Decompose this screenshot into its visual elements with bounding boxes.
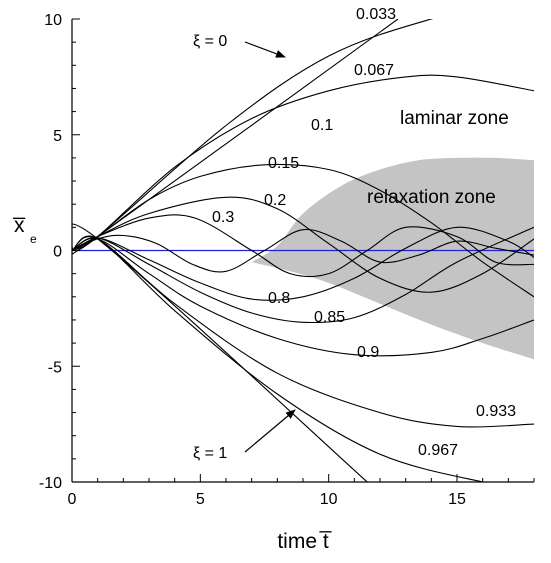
- xi-zero-label: ξ = 0: [193, 33, 227, 50]
- y-axis-title: x̅ e: [12, 214, 37, 246]
- y-tick-label: 10: [44, 12, 62, 29]
- y-tick-label: 5: [53, 128, 62, 145]
- trajectory-curve-xi-0.2: [72, 214, 534, 278]
- x-tick-label: 15: [448, 491, 466, 508]
- trajectory-curve-xi-1: [72, 223, 368, 482]
- y-tick-label: -5: [48, 359, 62, 376]
- xi-one-arrow: [244, 409, 296, 453]
- trajectory-curve-xi-0.9: [72, 237, 534, 357]
- trajectory-curve-xi-0.15: [72, 196, 534, 293]
- y-tick-label: 0: [53, 244, 62, 261]
- trajectory-curve-xi-0.8: [72, 226, 534, 301]
- curve-label-0.8: 0.8: [268, 290, 290, 307]
- relaxation-zone-area: [251, 157, 534, 360]
- trajectory-curve-xi-0.3: [72, 228, 534, 273]
- curve-label-0.933: 0.933: [476, 403, 516, 420]
- relaxation-zone-label: relaxation zone: [367, 187, 496, 208]
- trajectory-curve-xi-0: [72, 19, 399, 255]
- curve-label-0.3: 0.3: [212, 209, 234, 226]
- x-tick-label: 10: [320, 491, 338, 508]
- curve-label-0.9: 0.9: [357, 344, 379, 361]
- trajectory-curve-xi-0.067: [72, 74, 534, 252]
- curve-label-0.967: 0.967: [418, 442, 458, 459]
- x-axis-title: time t̅: [277, 530, 332, 553]
- x-tick-label: 0: [68, 491, 77, 508]
- trajectory-curve-xi-0.85: [72, 226, 534, 324]
- y-axis-title-sub: e: [30, 232, 37, 246]
- curve-label-0.067: 0.067: [354, 62, 394, 79]
- trajectory-curve-xi-0.1: [72, 163, 534, 298]
- y-axis-title-main: x̅: [12, 214, 26, 237]
- y-tick-label: -10: [39, 475, 62, 492]
- xi-zero-arrow: [244, 41, 286, 58]
- curve-label-0.033: 0.033: [356, 6, 396, 23]
- xi-one-label: ξ = 1: [193, 445, 227, 462]
- x-tick-label: 5: [196, 491, 205, 508]
- curve-label-0.15: 0.15: [268, 155, 299, 172]
- laminar-zone-label: laminar zone: [400, 108, 509, 129]
- curve-label-0.2: 0.2: [264, 192, 286, 209]
- curve-label-0.85: 0.85: [314, 309, 345, 326]
- curve-label-0.1: 0.1: [311, 117, 333, 134]
